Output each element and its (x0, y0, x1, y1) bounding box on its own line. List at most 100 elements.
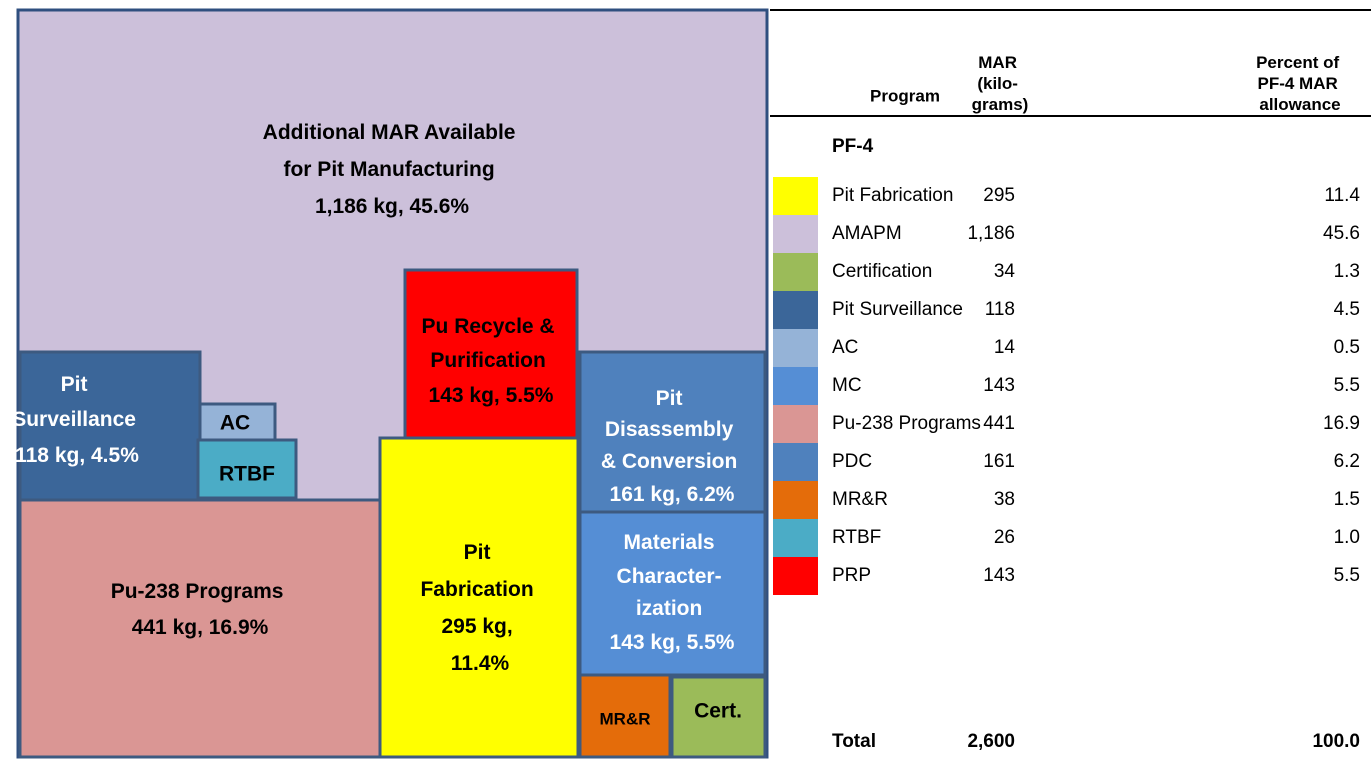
box-mrr (578, 673, 672, 759)
program: PRP (832, 565, 871, 586)
section-label: PF-4 (832, 136, 874, 157)
box-line: 118 kg, 4.5% (15, 444, 139, 467)
percent: 1.3 (1334, 261, 1360, 282)
box-line: ization (636, 597, 703, 620)
program: PDC (832, 451, 872, 472)
program: Pit Fabrication (832, 185, 953, 206)
box-line: 295 kg, (441, 615, 512, 638)
total-value: 100.0 (1312, 731, 1360, 752)
mar: 1,186 (967, 223, 1015, 244)
rows: Pit Fabrication 295 11.4 AMAPM 1,186 45.6 Cert… (773, 177, 1360, 595)
box-line: Materials (624, 531, 715, 554)
box-label: Cert. (694, 700, 742, 723)
total-label: Total (832, 731, 876, 752)
box-label: RTBF (219, 463, 275, 486)
box-mc (578, 510, 767, 677)
box-label: AC (220, 412, 250, 435)
box-line: Disassembly (605, 418, 734, 441)
header: Percent of PF-4 MAR allowance (1256, 53, 1344, 114)
box-label: Additional MAR Available for Pit Manufac… (263, 121, 522, 218)
box-line: 161 kg, 6.2% (610, 483, 735, 506)
percent: 5.5 (1334, 375, 1360, 396)
swatch (773, 215, 818, 253)
box-line: Fabrication (420, 578, 533, 601)
percent: 5.5 (1334, 565, 1360, 586)
box-label: MR&R (600, 709, 651, 728)
box-prp (403, 268, 579, 440)
box-line: & Conversion (601, 450, 738, 473)
box-pdc (578, 350, 767, 514)
box-pu238 (18, 498, 382, 759)
box-label: Pit Fabrication 295 kg, 11.4% (420, 541, 539, 675)
swatch (773, 405, 818, 443)
swatch (773, 291, 818, 329)
mar: 143 (983, 565, 1015, 586)
percent: 1.5 (1334, 489, 1360, 510)
percent: 16.9 (1323, 413, 1360, 434)
swatch (773, 329, 818, 367)
box-line: 1,186 kg, 45.6% (315, 195, 469, 218)
mar: 161 (983, 451, 1015, 472)
box-label: Pu Recycle & Purification 143 kg, 5.5% (422, 315, 561, 407)
mar: 295 (983, 185, 1015, 206)
box-label: Materials Character- ization 143 kg, 5.5… (610, 531, 735, 654)
header-line: MAR (978, 53, 1017, 72)
swatch (773, 481, 818, 519)
percent: 11.4 (1324, 185, 1360, 206)
box-line: 441 kg, 16.9% (132, 616, 269, 639)
box-line: 11.4% (451, 652, 510, 675)
box-label: Pu-238 Programs 441 kg, 16.9% (111, 580, 290, 639)
box-label: Pit Disassembly & Conversion 161 kg, 6.2… (601, 387, 743, 506)
mar: 14 (994, 337, 1016, 358)
header-line: allowance (1259, 95, 1340, 114)
box-cert (670, 675, 767, 759)
program: AC (832, 337, 858, 358)
mar: 441 (983, 413, 1015, 434)
percent: 6.2 (1334, 451, 1360, 472)
box-line: 143 kg, 5.5% (429, 384, 554, 407)
header-line: (kilo- (977, 74, 1018, 93)
box-line: Pit (656, 387, 683, 410)
mar: 143 (983, 375, 1015, 396)
program: MR&R (832, 489, 888, 510)
box-line: Additional MAR Available (263, 121, 516, 144)
box-rtbf (196, 438, 298, 500)
total-value: 2,600 (967, 731, 1015, 752)
program: Pu-238 Programs (832, 413, 981, 434)
table: Program MAR (kilo- grams) Percent of PF-… (770, 9, 1371, 752)
swatch (773, 557, 818, 595)
box-line: Purification (430, 349, 546, 372)
program: RTBF (832, 527, 881, 548)
header-line: grams) (972, 95, 1029, 114)
swatch (773, 443, 818, 481)
header: MAR (kilo- grams) (972, 53, 1029, 114)
program: Certification (832, 261, 932, 282)
header: Program (870, 86, 940, 105)
swatch (773, 367, 818, 405)
header-line: Percent of (1256, 53, 1339, 72)
program: AMAPM (832, 223, 902, 244)
box-line: for Pit Manufacturing (283, 158, 494, 181)
percent: 0.5 (1334, 337, 1360, 358)
swatch (773, 177, 818, 215)
mar: 26 (994, 527, 1015, 548)
header-line: PF-4 MAR (1257, 74, 1337, 93)
box-line: Pu Recycle & (422, 315, 555, 338)
box-line: Pit (61, 373, 88, 396)
swatch (773, 519, 818, 557)
program: Pit Surveillance (832, 299, 963, 320)
percent: 1.0 (1334, 527, 1360, 548)
mar: 118 (985, 299, 1015, 320)
box-line: Surveillance (12, 408, 136, 431)
box-line: Character- (617, 565, 722, 588)
box-line: 143 kg, 5.5% (610, 631, 735, 654)
program: MC (832, 375, 862, 396)
percent: 45.6 (1323, 223, 1360, 244)
box-line: Pu-238 Programs (111, 580, 284, 603)
mar: 38 (994, 489, 1015, 510)
box-line: Pit (464, 541, 491, 564)
percent: 4.5 (1334, 299, 1360, 320)
swatch (773, 253, 818, 291)
treemap: Additional MAR Available for Pit Manufac… (12, 8, 769, 759)
